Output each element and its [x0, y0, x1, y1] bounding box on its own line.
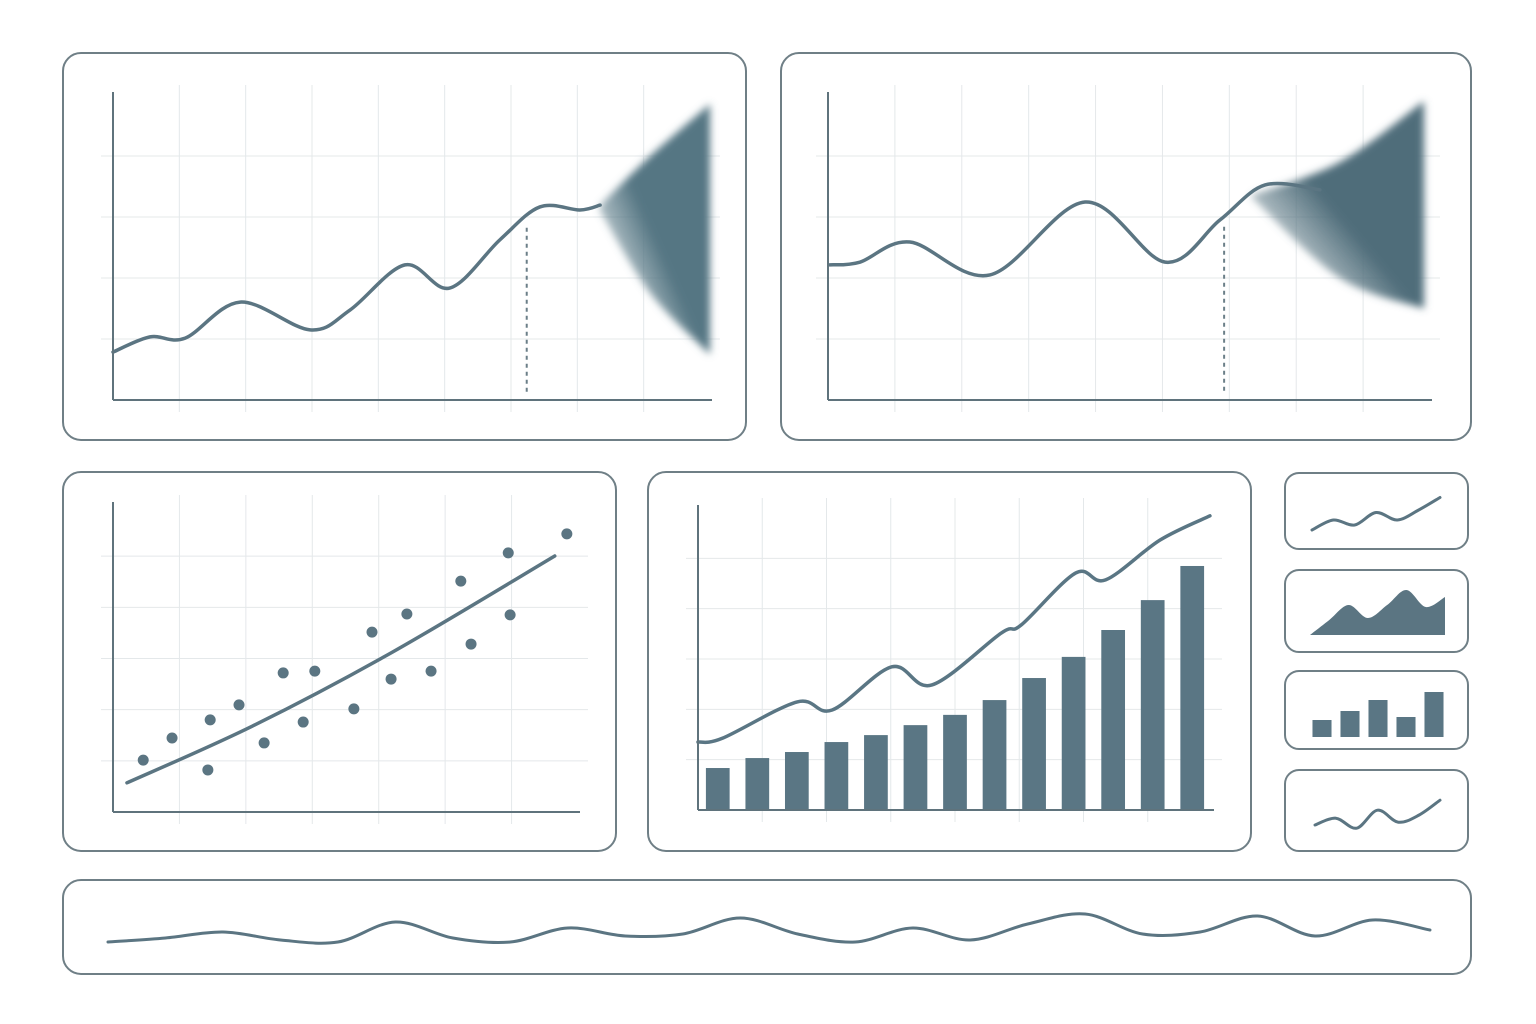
line [1313, 798, 1442, 830]
point [504, 609, 516, 621]
bar [705, 768, 730, 810]
point [455, 575, 467, 587]
bar [1396, 717, 1416, 737]
point [166, 732, 178, 744]
point [401, 608, 413, 620]
line [828, 181, 1322, 278]
bar [1022, 678, 1046, 810]
point [258, 737, 270, 749]
line [696, 514, 1212, 745]
point [233, 699, 245, 711]
bar [903, 725, 928, 810]
bar [824, 742, 849, 810]
point [385, 673, 397, 685]
bar [784, 752, 809, 810]
line [1310, 496, 1442, 532]
point [277, 667, 289, 679]
bar [1340, 711, 1360, 737]
point [502, 547, 514, 559]
trend-line [125, 554, 557, 785]
forecast-band [600, 104, 710, 355]
panel [62, 471, 617, 852]
panel [62, 52, 747, 441]
panel [62, 879, 1472, 975]
point [297, 716, 309, 728]
point [366, 626, 378, 638]
bar [1061, 656, 1086, 810]
point [202, 764, 214, 776]
bar [1180, 565, 1205, 810]
panel [780, 52, 1472, 441]
point [425, 665, 437, 677]
bar [1312, 720, 1332, 737]
line [106, 912, 1432, 945]
bar [745, 758, 770, 810]
bar [1424, 692, 1444, 737]
point [465, 638, 477, 650]
bar [982, 700, 1007, 810]
area [1310, 589, 1445, 635]
bar [864, 735, 888, 810]
point [137, 754, 149, 766]
point [561, 528, 573, 540]
point [204, 714, 216, 726]
point [348, 703, 360, 715]
bar [1101, 630, 1126, 810]
bar [1368, 700, 1388, 737]
bar [943, 714, 967, 810]
line [111, 203, 602, 354]
point [309, 665, 321, 677]
bar [1140, 600, 1165, 810]
forecast-band [1250, 101, 1424, 309]
